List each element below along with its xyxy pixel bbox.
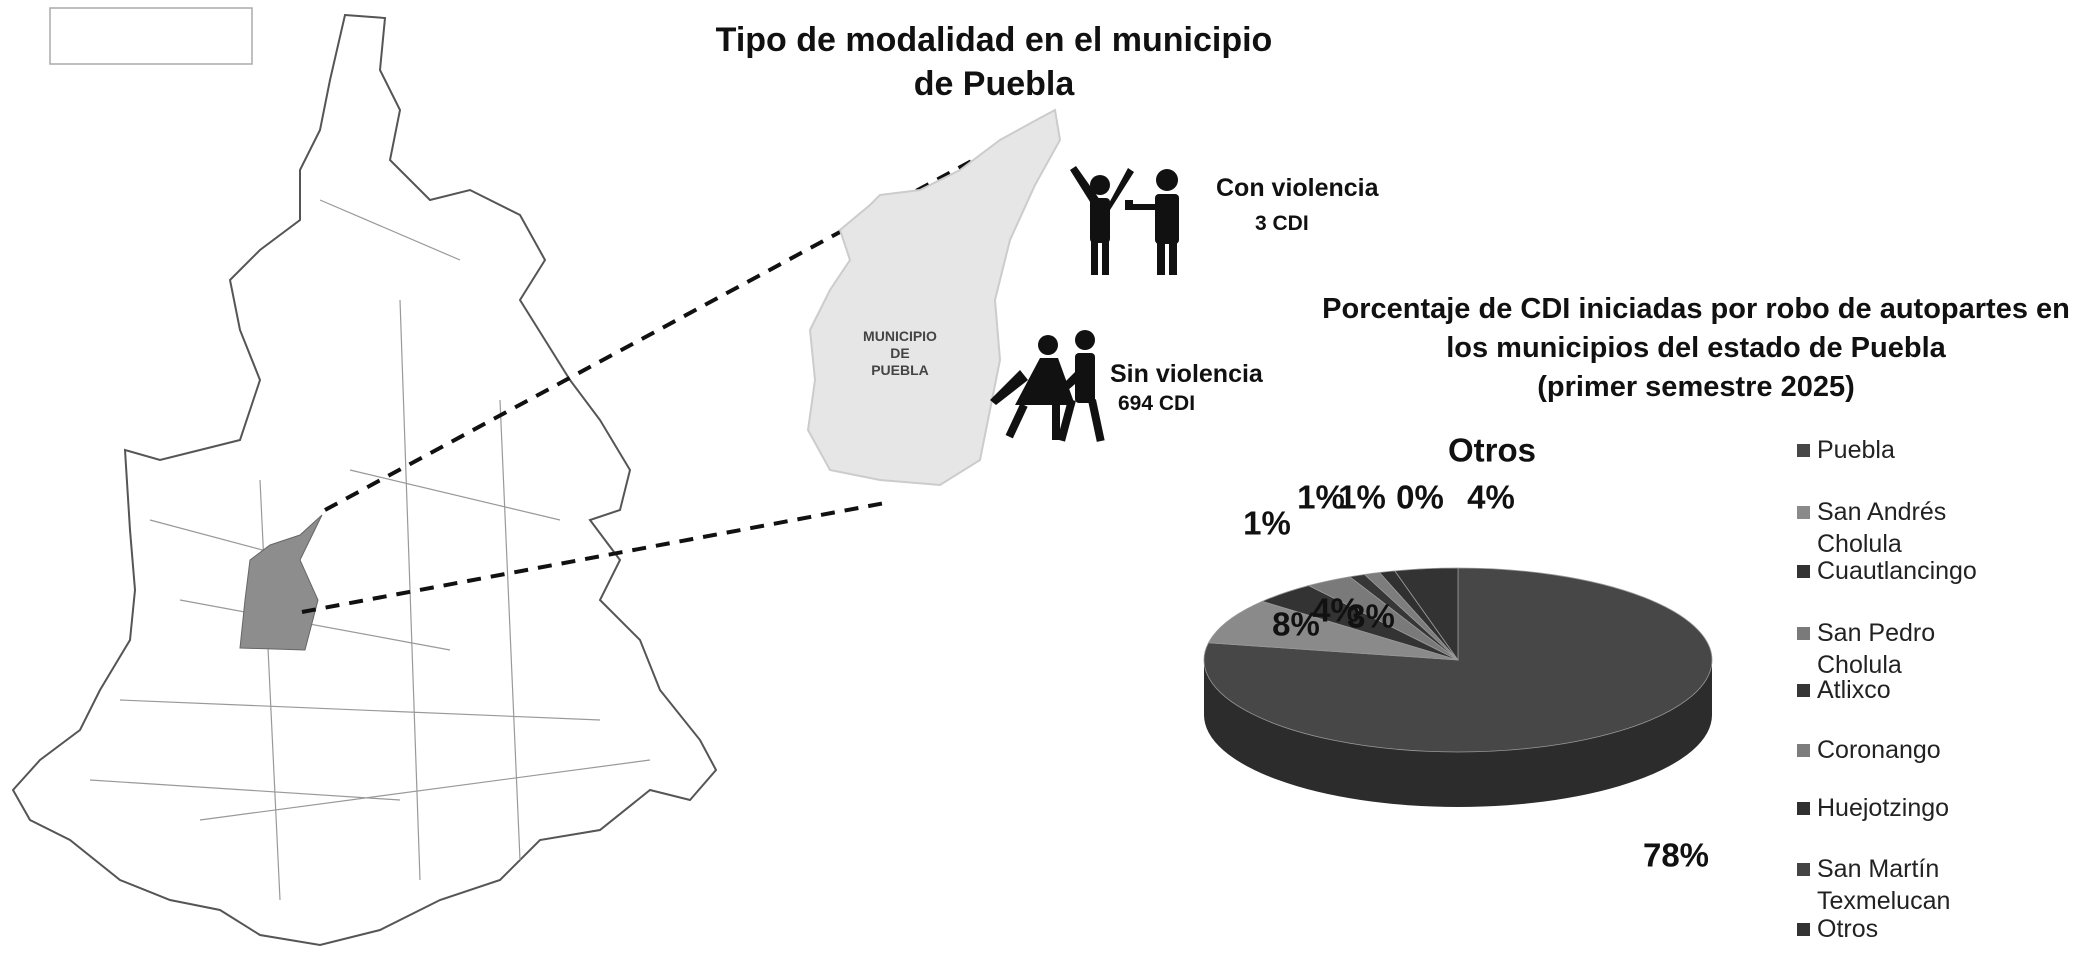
legend-swatch: [1797, 684, 1810, 697]
map-label: MUNICIPIO DE PUEBLA: [863, 328, 937, 379]
legend-swatch: [1797, 627, 1810, 640]
modality-count: 694 CDI: [1118, 392, 1196, 415]
icon-sin-violencia: [990, 330, 1105, 442]
legend-label: Puebla: [1817, 436, 1895, 464]
data-label-category: Otros: [1448, 432, 1536, 469]
legend-label: Atlixco: [1817, 676, 1891, 704]
chart-title: Porcentaje de CDI iniciadas por robo de …: [1322, 290, 2070, 407]
legend-swatch: [1797, 444, 1810, 457]
data-label: 1%: [1297, 479, 1345, 516]
chart-title-line: los municipios del estado de Puebla: [1446, 332, 1946, 364]
legend-swatch: [1797, 923, 1810, 936]
legend-swatch: [1797, 565, 1810, 578]
data-label: 4%: [1312, 592, 1360, 629]
data-label: 8%: [1272, 606, 1320, 643]
pie-slice: [1207, 600, 1459, 661]
chart-title-line: Porcentaje de CDI iniciadas por robo de …: [1322, 293, 2070, 325]
data-label: 1%: [1243, 505, 1291, 542]
legend-label: San Martín Texmelucan: [1817, 855, 1951, 915]
legend-label: Huejotzingo: [1817, 794, 1950, 822]
title: Tipo de modalidad en el municipio de Pueb…: [716, 18, 1273, 106]
map-label-line: PUEBLA: [871, 362, 929, 378]
data-label: 4%: [1467, 479, 1515, 516]
chart-title-line: (primer semestre 2025): [1537, 371, 1855, 403]
zoom-line: [324, 115, 1054, 512]
legend-label: San Pedro Cholula: [1817, 619, 1936, 679]
legend-label: Cuautlancingo: [1817, 557, 1977, 585]
legend-swatch: [1797, 744, 1810, 757]
icon-con-violencia: [1070, 166, 1179, 275]
map-label-line: DE: [890, 345, 910, 361]
legend-label: Coronango: [1817, 736, 1941, 764]
title-line: de Puebla: [913, 65, 1075, 103]
data-label: 3%: [1347, 598, 1395, 635]
modality-name: Con violencia: [1216, 174, 1379, 202]
pie-slice: [1394, 567, 1459, 662]
municipality-zoom: [806, 108, 1062, 487]
legend-swatch: [1797, 863, 1810, 876]
modality-name: Sin violencia: [1110, 360, 1263, 388]
legend-swatch: [1797, 802, 1810, 815]
modality-count: 3 CDI: [1255, 212, 1309, 235]
data-label: 1%: [1338, 479, 1386, 516]
pie: 78%8%4%3%1%1%1% 0% 4%Otros: [1203, 432, 1713, 874]
legend-label: San Andrés Cholula: [1817, 498, 1947, 558]
data-label: 0%: [1396, 479, 1444, 516]
highlight-municipality: [239, 514, 323, 651]
title-line: Tipo de modalidad en el municipio: [715, 21, 1273, 59]
zoom-line: [301, 501, 886, 614]
map-label-line: MUNICIPIO: [863, 328, 937, 344]
legend-label: Otros: [1817, 915, 1879, 943]
state-map: [11, 13, 718, 947]
map-borders: [89, 199, 651, 901]
empty-box: [49, 7, 253, 65]
legend-swatch: [1797, 506, 1810, 519]
data-label: 78%: [1643, 837, 1709, 874]
